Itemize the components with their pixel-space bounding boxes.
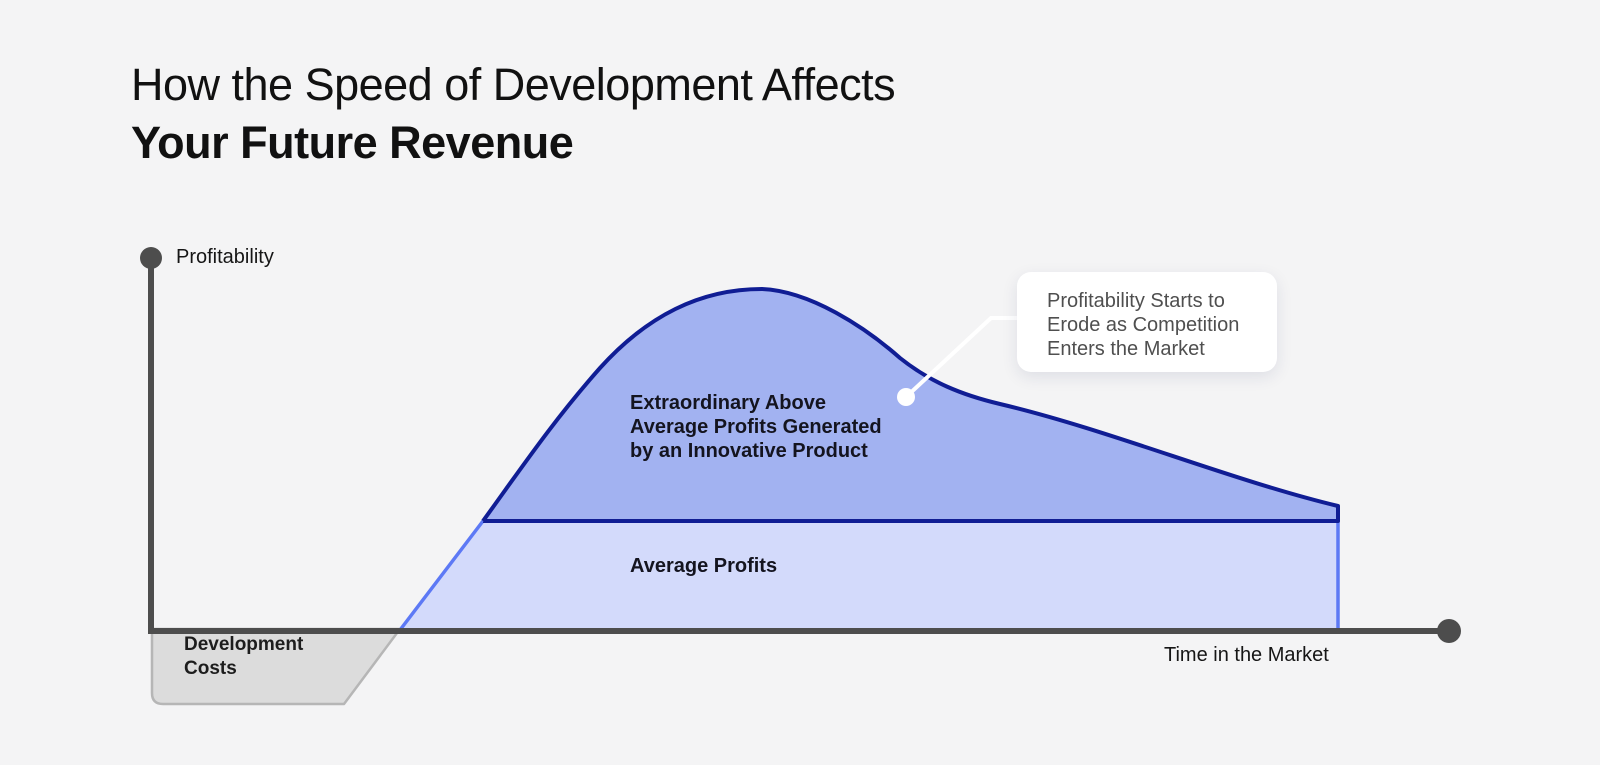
callout-anchor-dot <box>897 388 915 406</box>
average-profits-label: Average Profits <box>630 555 778 577</box>
extraordinary-profits-label: Extraordinary Above Average Profits Gene… <box>630 392 882 462</box>
x-axis-label: Time in the Market <box>1164 644 1329 666</box>
curve-rise-stroke <box>398 519 1340 632</box>
page-title-line2: Your Future Revenue <box>131 117 574 168</box>
y-axis-dot <box>140 247 162 269</box>
page-title-line1: How the Speed of Development Affects <box>131 59 896 110</box>
page-title: How the Speed of Development Affects You… <box>131 56 896 172</box>
callout-text: Profitability Starts to Erode as Competi… <box>1047 290 1240 360</box>
callout-bubble: Profitability Starts to Erode as Competi… <box>1017 272 1277 372</box>
profit-curve-stroke <box>481 287 1340 523</box>
average-profits-area <box>400 521 1338 630</box>
above-average-profits-area <box>483 289 1338 521</box>
callout-connector-line <box>904 316 1019 399</box>
x-axis-dot <box>1437 619 1461 643</box>
development-costs-area <box>150 627 402 706</box>
y-axis-label: Profitability <box>176 246 274 268</box>
development-costs-label: Development Costs <box>184 634 304 679</box>
